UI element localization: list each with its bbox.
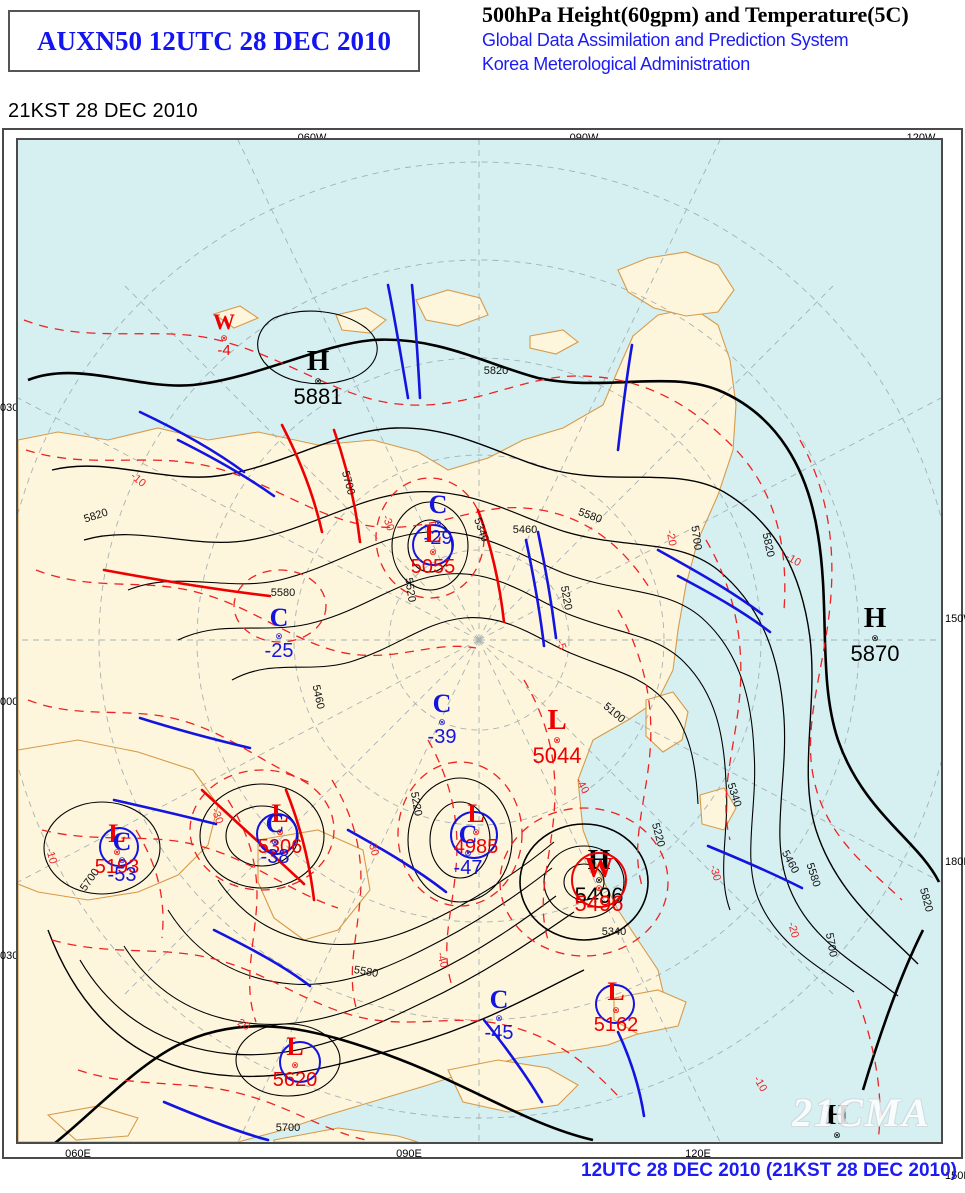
island-arctic-c [335, 307, 387, 334]
island-se-b [447, 1059, 579, 1113]
axis-label-right: 150W [945, 613, 965, 625]
axis-label-bottom: 120E [685, 1148, 711, 1160]
trough-d [476, 508, 506, 624]
island-arctic-a [617, 251, 735, 317]
continent-southwest [18, 739, 219, 901]
trough-line-layer [102, 423, 506, 902]
bulletin-id-box: AUXN50 12UTC 28 DEC 2010 [8, 10, 420, 72]
contour-low-e [235, 1023, 341, 1097]
axis-label-right: 180E [945, 856, 965, 868]
trough-f [284, 788, 316, 902]
map-canvas: 5820 5820 5700 5340 5460 5580 5820 5700 5520 5220… [16, 138, 943, 1144]
trough-b [332, 428, 362, 544]
island-arctic-b [415, 289, 489, 327]
local-time-label: 21KST 28 DEC 2010 [8, 100, 198, 122]
continent-eurasia [18, 307, 737, 1142]
axis-label-bottom: 090E [396, 1148, 422, 1160]
contour-high-a [519, 823, 649, 941]
contour-5220-s [217, 841, 555, 946]
contour-5580-n [83, 491, 899, 997]
chart-subtitle-agency: Korea Meterological Administration [482, 54, 750, 74]
height-contour-layer [27, 310, 941, 1142]
contour-5340-s [167, 867, 553, 985]
bulletin-id: AUXN50 12UTC 28 DEC 2010 [36, 25, 391, 56]
island-arctic-e [212, 305, 260, 329]
island-arctic-d [529, 329, 579, 355]
graticule-layer [18, 140, 941, 1142]
peninsula-a [645, 691, 689, 753]
contour-5340-n [177, 573, 731, 911]
map-graphics [18, 140, 941, 1142]
contour-5700-n [51, 427, 919, 965]
contour-5820-s [54, 1024, 594, 1142]
trough-c [102, 568, 272, 598]
contour-5460-n [127, 531, 855, 993]
chart-header: 500hPa Height(60gpm) and Temperature(5C)… [482, 2, 965, 76]
chart-title: 500hPa Height(60gpm) and Temperature(5C) [482, 2, 909, 27]
axis-label-right: 150E [945, 1170, 965, 1182]
island-se-c [273, 1127, 419, 1142]
axis-label-bottom: 060E [65, 1148, 91, 1160]
contour-low-b [407, 777, 513, 903]
wind-barb-layer [112, 283, 804, 1142]
center-type-glyph: W [887, 1141, 909, 1142]
contour-5700-s [47, 929, 585, 1078]
watermark: 21CMA [792, 1090, 931, 1135]
contour-high-5881 [257, 310, 378, 385]
chart-subtitle-system: Global Data Assimilation and Prediction … [482, 30, 849, 50]
temperature-contour-layer [23, 319, 903, 1141]
contour-5460-s [123, 895, 557, 1025]
landmass-layer [18, 251, 737, 1142]
valid-time-footer: 12UTC 28 DEC 2010 (21KST 28 DEC 2010) [581, 1160, 957, 1181]
contour-5220-n [231, 617, 699, 805]
trough-a [280, 423, 324, 534]
contour-low-a [391, 501, 469, 591]
contour-low-c2 [225, 805, 299, 867]
contour-low-b2 [429, 801, 491, 879]
contour-5580-s [79, 911, 575, 1056]
contour-high-a3 [563, 863, 605, 901]
contour-5820-e [861, 929, 925, 1091]
contour-low-c [199, 783, 325, 889]
contour-low-d [43, 801, 161, 895]
contour-high-a2 [543, 845, 625, 919]
contour-5820-n [27, 338, 941, 883]
center-w-w-se: W⊗-4 [887, 1141, 909, 1142]
trough-e [200, 788, 306, 886]
